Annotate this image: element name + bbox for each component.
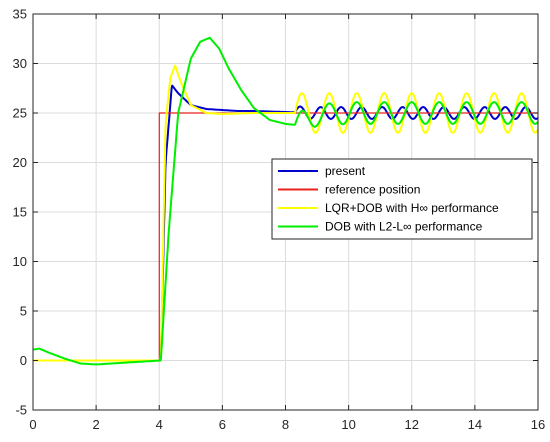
legend-label: DOB with L2-L∞ performance	[325, 220, 483, 234]
x-tick-label: 4	[156, 417, 163, 432]
y-tick-labels: -5 0 5 10 15 20 25 30 35	[13, 7, 27, 418]
y-tick-label: 30	[13, 56, 27, 71]
legend-label: reference position	[325, 183, 420, 197]
x-tick-label: 6	[219, 417, 226, 432]
x-tick-label: 14	[468, 417, 482, 432]
x-tick-label: 12	[405, 417, 419, 432]
axis-ticks	[32, 13, 539, 411]
x-tick-label: 2	[93, 417, 100, 432]
y-tick-label: 15	[13, 205, 27, 220]
y-tick-label: 20	[13, 155, 27, 170]
y-tick-label: 25	[13, 106, 27, 121]
series-line-4	[32, 36, 539, 366]
series-line-3	[32, 64, 539, 362]
legend: present reference position LQR+DOB with H∞…	[271, 158, 533, 240]
y-tick-label: -5	[15, 403, 27, 418]
y-tick-label: 10	[13, 254, 27, 269]
y-tick-label: 0	[20, 353, 27, 368]
x-tick-label: 0	[29, 417, 36, 432]
y-tick-label: 5	[20, 304, 27, 319]
x-tick-label: 16	[531, 417, 545, 432]
series-layer	[32, 36, 539, 366]
x-tick-label: 8	[282, 417, 289, 432]
legend-label: LQR+DOB with H∞ performance	[325, 201, 499, 215]
x-tick-label: 10	[341, 417, 355, 432]
x-tick-labels: 0 2 4 6 8 10 12 14 16	[29, 417, 545, 432]
legend-label: present	[325, 164, 366, 178]
y-tick-label: 35	[13, 7, 27, 22]
